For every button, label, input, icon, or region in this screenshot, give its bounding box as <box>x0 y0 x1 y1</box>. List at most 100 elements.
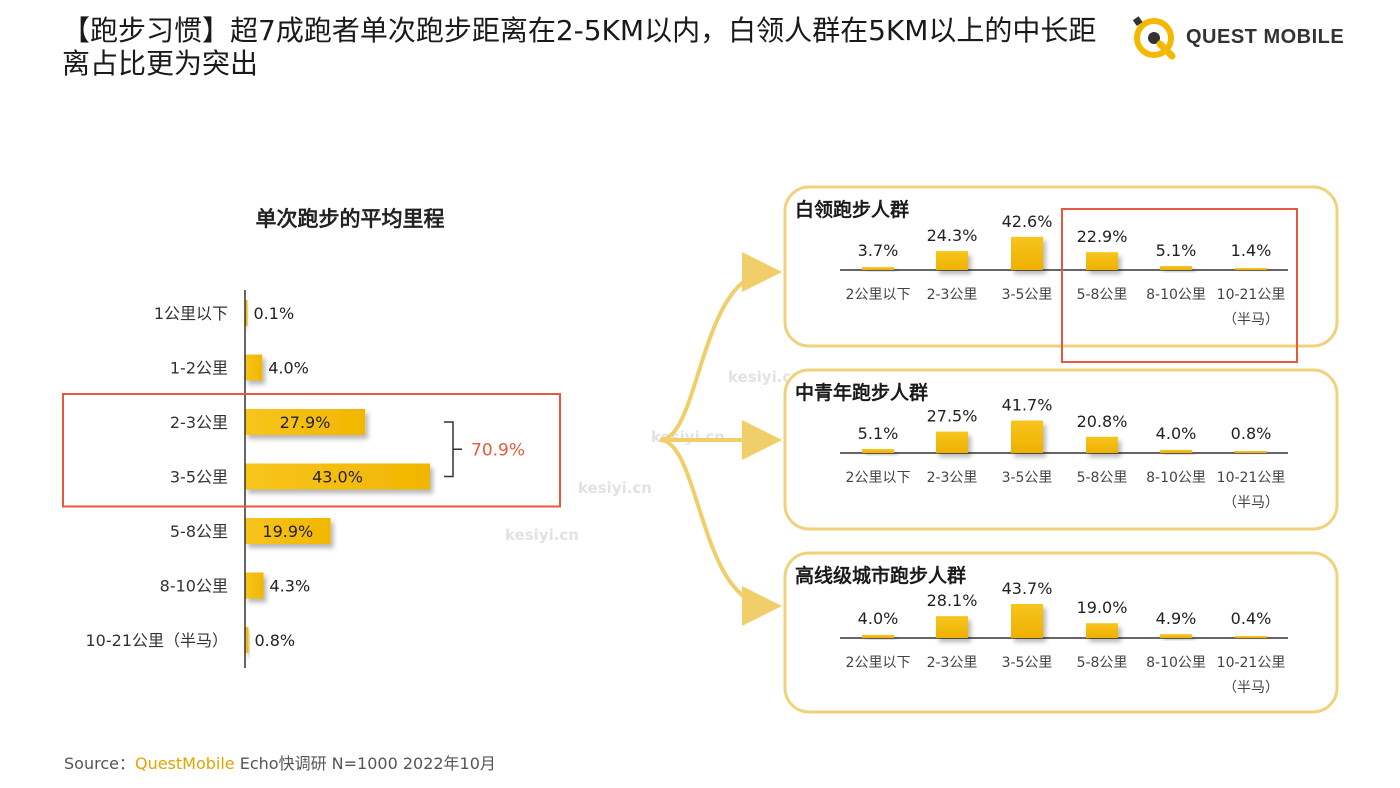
panel-value-label: 0.4% <box>1231 609 1272 628</box>
panel-bar <box>1086 623 1118 638</box>
panel-value-label: 4.0% <box>1156 424 1197 443</box>
panel-category-label: 2公里以下 <box>846 655 911 671</box>
panel-category-label: 2-3公里 <box>927 655 978 671</box>
logo-text: QUEST MOBILE <box>1186 26 1345 48</box>
left-highlight-box <box>62 393 561 508</box>
panel-category-label: 8-10公里 <box>1146 470 1206 486</box>
watermark-text: kesiyi.cn <box>651 428 725 446</box>
right-panel-1: 白领跑步人群 3.7% 2公里以下 24.3% 2-3公里 42.6% 3-5公里 22.9%… <box>783 185 1339 363</box>
left-bar <box>245 409 366 435</box>
logo: QUEST MOBILE <box>1130 14 1360 64</box>
source-rest: Echo快调研 N=1000 2022年10月 <box>239 754 496 773</box>
left-value-label: 0.1% <box>254 304 295 323</box>
panel-title: 中青年跑步人群 <box>795 381 928 404</box>
left-category-label: 5-8公里 <box>170 522 228 541</box>
panel-value-label: 3.7% <box>858 241 899 260</box>
panel-bar <box>1160 634 1192 638</box>
left-value-label: 4.3% <box>270 577 311 596</box>
bracket <box>444 421 462 478</box>
watermark-text: kesiyi.cn <box>728 368 802 386</box>
panel-bar <box>1086 436 1118 453</box>
panel-category-label: 2-3公里 <box>927 287 978 303</box>
left-category-label: 10-21公里（半马） <box>86 631 229 650</box>
panel-category-label: 3-5公里 <box>1002 287 1053 303</box>
panel-bar <box>1011 420 1043 453</box>
panel-value-label: 27.5% <box>927 407 978 426</box>
panel-bar <box>1235 451 1267 453</box>
left-bar <box>245 463 430 490</box>
source-note: Source：QuestMobile Echo快调研 N=1000 2022年1… <box>64 750 496 774</box>
page-title: 【跑步习惯】超7成跑者单次跑步距离在2-5KM以内，白领人群在5KM以上的中长距… <box>62 14 1097 80</box>
panel-category-label: 5-8公里 <box>1077 470 1128 486</box>
watermark-text: kesiyi.cn <box>578 479 652 497</box>
panel-category-label: 10-21公里 <box>1217 470 1286 486</box>
left-category-label: 2-3公里 <box>170 413 228 432</box>
panel-category-label-sub: （半马） <box>1223 680 1279 696</box>
source-brand: QuestMobile <box>134 754 235 773</box>
left-bar <box>245 572 264 599</box>
panel-category-label: 2公里以下 <box>846 470 911 486</box>
source-prefix: Source： <box>64 754 135 773</box>
arrow-to-white-collar <box>659 252 782 442</box>
panel-bar <box>862 449 894 453</box>
left-category-label: 1公里以下 <box>154 304 228 323</box>
left-bar <box>245 354 263 381</box>
left-bar <box>245 518 331 544</box>
panel-value-label: 1.4% <box>1231 241 1272 260</box>
panel-category-label: 3-5公里 <box>1002 470 1053 486</box>
left-value-label: 19.9% <box>262 522 313 541</box>
panel-category-label: 8-10公里 <box>1146 655 1206 671</box>
panel-title: 高线级城市跑步人群 <box>795 564 966 587</box>
left-bar <box>245 300 248 326</box>
panel-title: 白领跑步人群 <box>795 198 909 221</box>
annotation-total: 70.9% <box>471 440 525 460</box>
left-value-label: 4.0% <box>268 359 309 378</box>
panel-bar <box>1235 268 1267 270</box>
arrow-to-tier-city <box>659 438 782 626</box>
panel-bar <box>1086 252 1118 270</box>
panel-highlight-box <box>1061 208 1298 363</box>
watermark-text: kesiyi.cn <box>505 526 579 544</box>
panel-category-label: 2公里以下 <box>846 287 911 303</box>
panel-category-label: 5-8公里 <box>1077 655 1128 671</box>
panel-category-label-sub: （半马） <box>1223 495 1279 511</box>
right-panel-3: 高线级城市跑步人群 4.0% 2公里以下 28.1% 2-3公里 43.7% 3-5公里 19… <box>783 551 1339 714</box>
panel-bar <box>1011 604 1043 638</box>
panel-category-label: 8-10公里 <box>1146 287 1206 303</box>
panel-category-label-sub: （半马） <box>1223 312 1279 328</box>
panel-value-label: 41.7% <box>1002 396 1053 415</box>
panel-frame <box>783 368 1339 531</box>
left-value-label: 43.0% <box>312 468 363 487</box>
panel-value-label: 19.0% <box>1077 598 1128 617</box>
right-panel-2: 中青年跑步人群 5.1% 2公里以下 27.5% 2-3公里 41.7% 3-5公里 20.8… <box>783 368 1339 531</box>
panel-category-label: 10-21公里 <box>1217 655 1286 671</box>
panel-bar <box>936 616 968 638</box>
panel-bar <box>862 634 894 638</box>
panel-category-label: 10-21公里 <box>1217 287 1286 303</box>
panel-value-label: 20.8% <box>1077 412 1128 431</box>
left-category-label: 8-10公里 <box>160 577 228 596</box>
left-category-label: 1-2公里 <box>170 359 228 378</box>
panel-value-label: 5.1% <box>858 424 899 443</box>
panel-value-label: 28.1% <box>927 591 978 610</box>
panel-bar <box>1160 449 1192 453</box>
left-bar <box>245 627 249 653</box>
left-value-label: 27.9% <box>280 413 331 432</box>
panel-value-label: 24.3% <box>927 226 978 245</box>
left-bar-chart: 单次跑步的平均里程 1公里以下 0.1% 1-2公里 4.0% 2-3公里 27.9% 3-5… <box>62 207 561 668</box>
panel-bar <box>862 267 894 270</box>
panel-value-label: 0.8% <box>1231 424 1272 443</box>
panel-bar <box>936 251 968 270</box>
panel-bar <box>936 431 968 453</box>
panel-category-label: 2-3公里 <box>927 470 978 486</box>
panel-bar <box>1160 266 1192 270</box>
panel-value-label: 42.6% <box>1002 212 1053 231</box>
panel-value-label: 4.9% <box>1156 609 1197 628</box>
connector-arrows <box>659 252 782 626</box>
left-category-label: 3-5公里 <box>170 468 228 487</box>
panel-frame <box>783 551 1339 714</box>
panel-value-label: 22.9% <box>1077 227 1128 246</box>
panel-value-label: 4.0% <box>858 609 899 628</box>
questmobile-logo-icon <box>1132 16 1176 60</box>
